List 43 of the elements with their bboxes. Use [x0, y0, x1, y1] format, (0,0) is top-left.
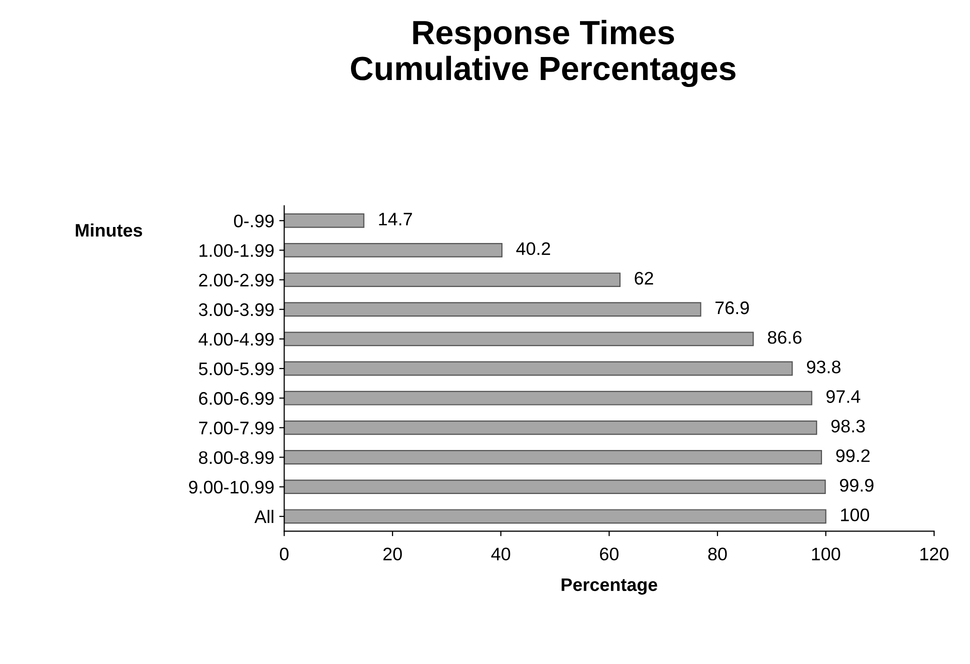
data-label: 99.2: [836, 449, 870, 462]
x-tick-label: 80: [708, 548, 727, 560]
y-tick-label: 8.00-8.99: [198, 451, 274, 464]
data-label: 76.9: [716, 301, 749, 314]
bar: [284, 420, 818, 435]
data-label: 14.7: [379, 212, 412, 226]
x-tick-label: 100: [812, 548, 840, 560]
bar: [284, 390, 812, 406]
y-tick-label: 3.00-3.99: [198, 303, 274, 316]
bar: [284, 332, 754, 346]
y-tick-label: 1.00-1.99: [200, 244, 274, 257]
y-tick-label: 6.00-6.99: [199, 392, 274, 405]
data-label: 99.9: [840, 478, 874, 492]
x-axis-title: Percentage: [562, 578, 658, 595]
bar: [284, 272, 621, 287]
data-label: 93.8: [806, 360, 840, 374]
y-tick-label: 7.00-7.99: [199, 422, 274, 434]
x-tick-label: 40: [491, 548, 510, 560]
bar: [284, 361, 793, 376]
y-tick-label: 2.00-2.99: [199, 274, 274, 287]
x-tick-label: 0: [280, 548, 289, 560]
bar: [284, 302, 702, 317]
data-label: 100: [841, 508, 870, 522]
bar: [284, 509, 826, 524]
y-tick-label: All: [254, 510, 274, 523]
bar: [284, 213, 364, 228]
data-label: 97.4: [826, 390, 860, 403]
y-tick-label: 0-.99: [234, 214, 274, 228]
y-axis-title: Minutes: [76, 223, 142, 237]
x-tick-label: 20: [383, 548, 402, 560]
y-tick-label: 5.00-5.99: [198, 362, 274, 376]
data-label: 86.6: [768, 331, 802, 344]
data-label: 62: [634, 272, 654, 285]
y-tick-label: 4.00-4.99: [198, 332, 274, 346]
x-tick-label: 120: [920, 548, 948, 560]
data-label: 98.3: [831, 420, 865, 433]
bar: [284, 480, 826, 494]
bar: [284, 450, 822, 464]
bar: [284, 242, 502, 258]
chart-title: Response Times Cumulative Percentages: [350, 20, 736, 88]
y-tick-label: 9.00-10.99: [189, 480, 274, 494]
x-tick-label: 60: [600, 548, 618, 560]
data-label: 40.2: [516, 242, 550, 256]
